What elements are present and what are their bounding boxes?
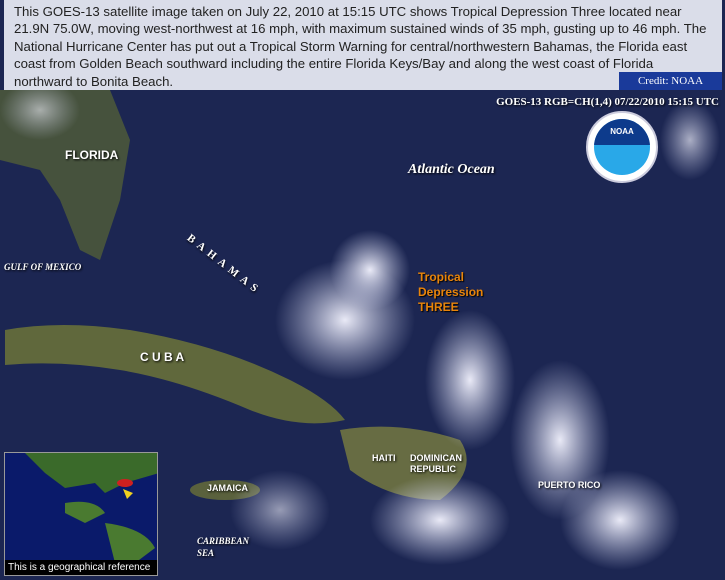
caption-text: This GOES-13 satellite image taken on Ju… [14, 4, 707, 89]
label-cuba: C U B A [140, 350, 185, 364]
noaa-logo: NOAA [586, 111, 658, 183]
label-caribbean: CARIBBEAN SEA [197, 536, 250, 558]
cuba-land [5, 325, 345, 424]
inset-globe [25, 453, 157, 563]
label-florida: FLORIDA [65, 148, 119, 162]
credit-label: Credit: NOAA [619, 72, 722, 90]
reference-inset-map: This is a geographical reference [4, 452, 158, 576]
label-haiti: HAITI [372, 453, 396, 463]
inset-caption: This is a geographical reference [5, 560, 157, 575]
image-header: GOES-13 RGB=CH(1,4) 07/22/2010 15:15 UTC [496, 96, 719, 108]
label-atlantic: Atlantic Ocean [408, 162, 495, 177]
label-jamaica: JAMAICA [207, 483, 249, 493]
label-dominican-republic: DOMINICAN REPUBLIC [410, 453, 462, 474]
label-puerto-rico: PUERTO RICO [538, 480, 601, 490]
storm-label: Tropical Depression THREE [418, 270, 484, 314]
arrow-icon [123, 489, 133, 499]
label-gulf: GULF OF MEXICO [4, 262, 82, 272]
caption-box: This GOES-13 satellite image taken on Ju… [4, 0, 722, 90]
